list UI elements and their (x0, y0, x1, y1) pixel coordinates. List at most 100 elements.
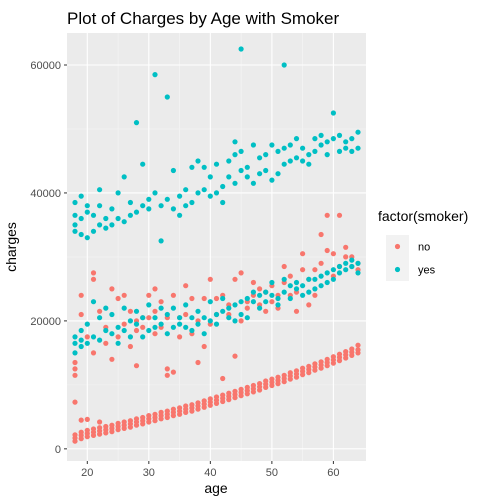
data-point-yes (250, 142, 256, 148)
data-point-no (72, 359, 78, 366)
data-point-yes (109, 222, 115, 228)
data-point-yes (103, 225, 109, 231)
data-point-yes (115, 340, 121, 346)
data-point-yes (293, 279, 300, 286)
data-point-yes (336, 132, 343, 138)
data-point-yes (269, 292, 275, 298)
data-point-yes (177, 321, 183, 327)
data-point-yes (127, 334, 133, 340)
data-point-yes (324, 270, 330, 276)
data-point-yes (343, 145, 349, 151)
data-point-yes (152, 315, 158, 321)
data-point-yes (72, 350, 78, 356)
data-point-no (207, 396, 213, 402)
data-point-no (109, 286, 115, 292)
data-point-yes (349, 148, 355, 154)
data-point-yes (78, 231, 84, 238)
data-point-no (355, 347, 361, 353)
data-point-yes (133, 321, 140, 327)
data-point-yes (269, 142, 275, 148)
data-point-no (140, 324, 146, 330)
data-point-yes (195, 158, 201, 164)
data-point-yes (121, 219, 127, 225)
data-point-yes (109, 331, 115, 337)
y-axis: 0 20000 40000 60000 (30, 60, 67, 456)
y-tick-label: 60000 (30, 60, 61, 72)
data-point-no (232, 353, 238, 359)
data-point-yes (355, 129, 361, 135)
data-point-no (146, 315, 152, 321)
data-point-yes (78, 343, 84, 350)
data-point-yes (97, 337, 103, 343)
x-tick-label: 20 (81, 467, 93, 479)
data-point-yes (257, 155, 263, 161)
x-axis: 20 30 40 50 60 (81, 461, 340, 479)
data-point-no (84, 427, 90, 433)
data-point-yes (109, 311, 115, 318)
data-point-yes (287, 295, 293, 302)
data-point-yes (97, 203, 103, 209)
data-point-no (183, 311, 189, 318)
data-point-yes (158, 321, 164, 327)
data-point-yes (201, 164, 207, 170)
data-point-yes (170, 167, 176, 174)
data-point-no (220, 375, 226, 382)
data-point-yes (103, 305, 109, 311)
data-point-no (312, 267, 318, 273)
data-point-yes (226, 305, 232, 311)
data-point-yes (257, 171, 263, 177)
data-point-no (146, 292, 152, 298)
data-point-yes (306, 152, 312, 158)
data-point-yes (263, 167, 269, 174)
y-tick-label: 40000 (30, 188, 61, 200)
data-point-yes (84, 235, 90, 241)
data-point-yes (257, 305, 263, 311)
data-point-yes (189, 315, 195, 321)
data-point-yes (244, 164, 250, 170)
data-point-yes (177, 315, 183, 321)
data-point-yes (330, 267, 336, 273)
data-point-yes (115, 190, 121, 196)
data-point-yes (232, 302, 238, 308)
data-point-yes (133, 120, 140, 126)
data-point-yes (213, 311, 220, 318)
data-point-yes (164, 311, 170, 318)
data-point-no (232, 276, 238, 282)
legend-title: factor(smoker) (378, 208, 468, 224)
data-point-yes (281, 161, 287, 167)
data-point-yes (287, 283, 293, 289)
data-point-no (343, 244, 349, 250)
data-point-no (164, 408, 170, 414)
data-point-yes (318, 273, 324, 279)
data-point-no (201, 398, 207, 404)
data-point-yes (263, 289, 269, 295)
data-point-yes (121, 327, 127, 334)
data-point-yes (201, 315, 207, 321)
data-point-no (213, 295, 220, 302)
data-point-yes (164, 331, 170, 337)
data-point-no (269, 376, 275, 382)
data-point-yes (318, 283, 324, 289)
data-point-no (207, 276, 213, 282)
data-point-yes (300, 158, 306, 164)
data-point-yes (336, 263, 343, 270)
data-point-no (177, 405, 183, 411)
data-point-yes (164, 94, 170, 100)
data-point-no (133, 363, 140, 369)
data-point-no (127, 308, 133, 314)
data-point-no (293, 368, 300, 374)
data-point-yes (220, 183, 226, 190)
data-point-yes (324, 152, 330, 158)
data-point-no (263, 308, 269, 314)
data-point-no (300, 267, 306, 273)
data-point-no (324, 212, 330, 218)
legend-key-yes (394, 266, 401, 273)
data-point-no (170, 369, 176, 375)
data-point-no (244, 384, 250, 390)
data-point-yes (355, 145, 361, 151)
data-point-no (293, 308, 300, 314)
data-point-no (300, 251, 306, 257)
data-point-no (152, 308, 158, 314)
data-point-no (349, 346, 355, 352)
data-point-yes (84, 321, 90, 327)
